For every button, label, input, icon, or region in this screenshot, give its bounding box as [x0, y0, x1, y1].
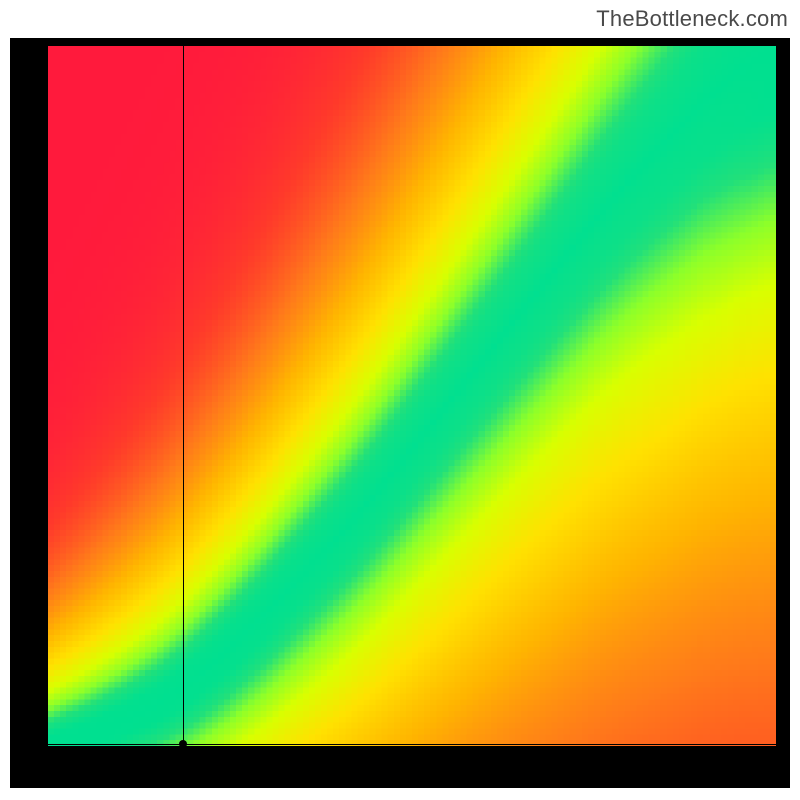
watermark-text: TheBottleneck.com: [596, 6, 788, 32]
bottleneck-heatmap-chart: [10, 38, 790, 788]
heatmap-canvas: [48, 46, 776, 746]
heatmap-plot: [48, 46, 776, 746]
